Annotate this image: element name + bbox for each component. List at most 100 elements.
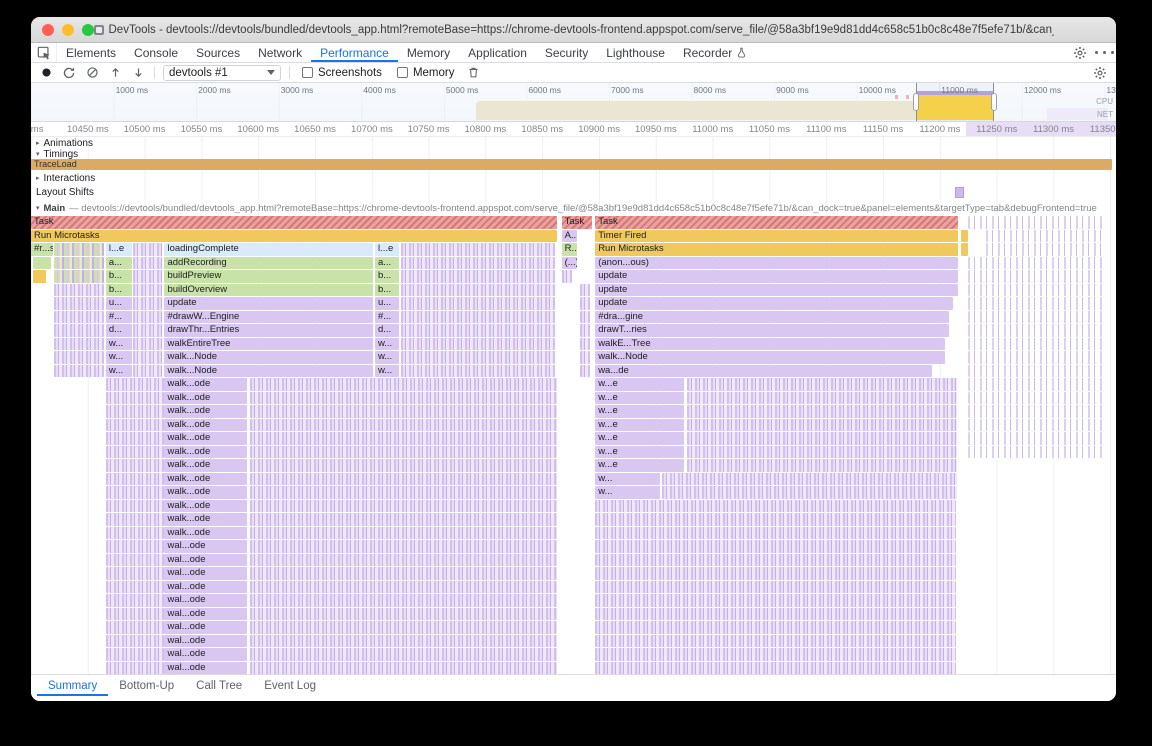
- tab-console[interactable]: Console: [125, 43, 187, 62]
- clear-button[interactable]: [81, 64, 103, 82]
- flame-event[interactable]: update: [164, 297, 373, 310]
- flame-event[interactable]: (anon...ous): [595, 256, 958, 269]
- flame-event[interactable]: walk...ode: [164, 513, 247, 526]
- flame-event[interactable]: w...: [374, 364, 399, 377]
- flame-event[interactable]: #dra...gine: [595, 310, 949, 323]
- flame-event[interactable]: w...: [105, 364, 132, 377]
- selection-handle-right[interactable]: [991, 93, 998, 111]
- flame-event[interactable]: walk...ode: [164, 405, 247, 418]
- flame-event[interactable]: A...: [561, 229, 577, 242]
- flame-event[interactable]: walk...ode: [164, 486, 247, 499]
- history-select[interactable]: devtools #1: [163, 64, 281, 81]
- flame-event[interactable]: w...: [374, 337, 399, 350]
- flame-event[interactable]: w...: [595, 472, 661, 485]
- flame-event[interactable]: #...: [105, 310, 132, 323]
- flame-event[interactable]: buildOverview: [164, 283, 373, 296]
- tab-sources[interactable]: Sources: [187, 43, 249, 62]
- tab-recorder[interactable]: Recorder: [674, 43, 756, 62]
- flame-event[interactable]: d...: [374, 324, 399, 337]
- tab-bottom-up[interactable]: Bottom-Up: [108, 675, 185, 696]
- tab-lighthouse[interactable]: Lighthouse: [597, 43, 674, 62]
- tab-application[interactable]: Application: [459, 43, 536, 62]
- flame-event[interactable]: Task: [31, 216, 558, 229]
- fullscreen-button[interactable]: [82, 23, 94, 36]
- flame-event[interactable]: w...: [105, 351, 132, 364]
- flame-event[interactable]: walk...ode: [164, 445, 247, 458]
- flame-event[interactable]: R...: [561, 243, 577, 256]
- flame-event[interactable]: #...: [374, 310, 399, 323]
- flame-event[interactable]: wal...ode: [164, 648, 247, 661]
- memory-checkbox-group[interactable]: Memory: [396, 67, 454, 79]
- flame-event[interactable]: loadingComplete: [164, 243, 373, 256]
- flame-event[interactable]: walk...Node: [164, 351, 373, 364]
- flame-event[interactable]: walk...Node: [595, 351, 945, 364]
- tab-network[interactable]: Network: [249, 43, 311, 62]
- track-main-header[interactable]: ▾ Main — devtools://devtools/bundled/dev…: [31, 200, 1116, 216]
- more-options-kebab-icon[interactable]: [1092, 43, 1116, 62]
- screenshots-checkbox-group[interactable]: Screenshots: [302, 67, 382, 79]
- flame-event[interactable]: Run Microtasks: [595, 243, 958, 256]
- save-profile-button[interactable]: [127, 64, 149, 82]
- flame-event[interactable]: walk...ode: [164, 432, 247, 445]
- flame-event[interactable]: l...e: [105, 243, 132, 256]
- flame-event[interactable]: walk...ode: [164, 472, 247, 485]
- flame-event[interactable]: wa...de: [595, 364, 932, 377]
- flame-event[interactable]: w...e: [595, 445, 685, 458]
- flame-event[interactable]: wal...ode: [164, 594, 247, 607]
- settings-gear-icon[interactable]: [1068, 43, 1092, 62]
- tab-event-log[interactable]: Event Log: [253, 675, 327, 696]
- flame-event[interactable]: u...: [374, 297, 399, 310]
- flame-event[interactable]: addRecording: [164, 256, 373, 269]
- flame-event[interactable]: walk...ode: [164, 391, 247, 404]
- flame-event[interactable]: #r...s: [31, 243, 53, 256]
- flame-event[interactable]: (...): [561, 256, 577, 269]
- flame-event[interactable]: walk...ode: [164, 499, 247, 512]
- flame-event[interactable]: w...e: [595, 391, 685, 404]
- flame-event[interactable]: d...: [105, 324, 132, 337]
- traceload-bar[interactable]: TraceLoad: [31, 159, 1112, 170]
- inspect-element-icon[interactable]: [31, 43, 57, 62]
- flame-event[interactable]: walk...ode: [164, 526, 247, 539]
- flame-event[interactable]: Task: [595, 216, 958, 229]
- load-profile-button[interactable]: [104, 64, 126, 82]
- tab-summary[interactable]: Summary: [37, 675, 108, 696]
- flame-event[interactable]: wal...ode: [164, 621, 247, 634]
- flame-event[interactable]: w...e: [595, 432, 685, 445]
- screenshots-checkbox[interactable]: [302, 67, 313, 78]
- timeline-overview[interactable]: 1000 ms 2000 ms 3000 ms 4000 ms 5000 ms 6000 …: [31, 83, 1116, 122]
- flame-event[interactable]: wal...ode: [164, 661, 247, 674]
- collapse-triangle-icon[interactable]: ▸: [36, 140, 40, 147]
- flame-event[interactable]: update: [595, 297, 954, 310]
- flame-event[interactable]: w...: [374, 351, 399, 364]
- flame-event[interactable]: a...: [374, 256, 399, 269]
- flame-event[interactable]: w...e: [595, 418, 685, 431]
- capture-settings-gear-icon[interactable]: [1088, 66, 1112, 80]
- flame-event[interactable]: b...: [105, 283, 132, 296]
- flame-event[interactable]: drawT...ries: [595, 324, 949, 337]
- flame-event[interactable]: wal...ode: [164, 607, 247, 620]
- flame-event[interactable]: #drawW...Engine: [164, 310, 373, 323]
- flame-event[interactable]: w...: [105, 337, 132, 350]
- flame-event[interactable]: update: [595, 283, 958, 296]
- timeline-ruler[interactable]: 0 ms 10450 ms 10500 ms 10550 ms 10600 ms 1065…: [31, 122, 1116, 137]
- collapse-triangle-icon[interactable]: ▸: [36, 175, 40, 182]
- memory-checkbox[interactable]: [396, 67, 408, 78]
- flame-event[interactable]: w...e: [595, 378, 685, 391]
- flame-event[interactable]: walk...ode: [164, 459, 247, 472]
- selection-handle-left[interactable]: [913, 93, 920, 111]
- flame-event[interactable]: wal...ode: [164, 634, 247, 647]
- flame-event[interactable]: wal...ode: [164, 540, 247, 553]
- flame-event[interactable]: Timer Fired: [595, 229, 958, 242]
- track-interactions[interactable]: ▸ Interactions: [31, 171, 1116, 185]
- tab-elements[interactable]: Elements: [57, 43, 125, 62]
- overview-selection-window[interactable]: [916, 83, 995, 121]
- track-layout-shifts[interactable]: Layout Shifts: [31, 185, 1116, 200]
- expand-triangle-icon[interactable]: ▾: [36, 151, 40, 158]
- flame-event[interactable]: w...e: [595, 405, 685, 418]
- flame-event[interactable]: walkEntireTree: [164, 337, 373, 350]
- tab-call-tree[interactable]: Call Tree: [185, 675, 253, 696]
- tab-security[interactable]: Security: [536, 43, 597, 62]
- flame-event[interactable]: Run Microtasks: [31, 229, 558, 242]
- flame-event[interactable]: l...e: [374, 243, 399, 256]
